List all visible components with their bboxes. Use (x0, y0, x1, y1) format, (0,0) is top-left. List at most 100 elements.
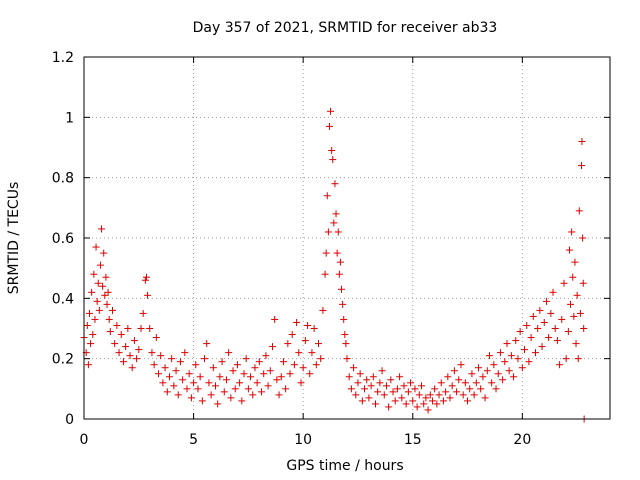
data-point (128, 364, 136, 372)
data-point (179, 376, 187, 384)
data-point (501, 358, 509, 366)
y-tick-label: 1 (65, 110, 74, 126)
data-point (518, 364, 526, 372)
data-point (222, 376, 230, 384)
data-point (214, 400, 222, 408)
data-point (361, 385, 369, 393)
data-point (558, 315, 566, 323)
data-point (391, 397, 399, 405)
data-point (568, 228, 576, 236)
data-point (203, 340, 211, 348)
data-point (354, 379, 362, 387)
data-point (564, 328, 572, 336)
data-point (115, 349, 123, 357)
data-point (571, 258, 579, 266)
data-point (181, 349, 189, 357)
data-point (225, 349, 233, 357)
data-point (329, 156, 337, 164)
data-point (113, 321, 121, 329)
data-point (573, 291, 581, 299)
data-points (80, 107, 588, 423)
data-point (249, 391, 257, 399)
data-point (198, 397, 206, 405)
data-point (342, 340, 350, 348)
data-point (350, 364, 358, 372)
data-point (551, 325, 559, 332)
data-point (426, 391, 434, 399)
data-point (144, 291, 152, 299)
data-point (545, 334, 553, 342)
data-point (521, 346, 529, 354)
data-point (461, 379, 469, 387)
data-point (103, 300, 111, 308)
data-point (483, 367, 491, 375)
data-point (148, 349, 156, 357)
data-point (455, 376, 463, 384)
y-tick-label: 0.6 (52, 231, 74, 247)
data-point (161, 364, 169, 372)
data-point (207, 391, 215, 399)
data-point (277, 373, 285, 381)
data-point (94, 279, 102, 287)
data-point (124, 325, 132, 332)
data-point (376, 379, 384, 387)
x-tick-label: 0 (80, 432, 89, 448)
data-point (323, 192, 331, 200)
data-point (424, 406, 432, 414)
data-point (459, 391, 467, 399)
x-tick-label: 20 (513, 432, 531, 448)
data-point (385, 403, 393, 411)
data-point (510, 373, 518, 381)
data-point (514, 355, 522, 363)
data-point (146, 325, 154, 332)
data-point (95, 306, 103, 314)
data-point (205, 379, 213, 387)
data-point (466, 385, 474, 393)
data-point (117, 331, 125, 339)
data-point (437, 379, 445, 387)
data-point (431, 385, 439, 393)
data-point (415, 391, 423, 399)
data-point (242, 355, 250, 363)
data-point (306, 370, 314, 378)
data-point (341, 331, 349, 339)
data-point (382, 382, 390, 390)
data-point (159, 379, 167, 387)
data-point (512, 337, 520, 345)
data-point (448, 382, 456, 390)
data-point (322, 249, 330, 257)
data-point (380, 391, 388, 399)
data-point (560, 279, 568, 287)
data-point (365, 394, 373, 402)
data-point (402, 400, 410, 408)
data-point (404, 388, 412, 396)
data-point (488, 379, 496, 387)
data-point (516, 328, 524, 336)
data-point (119, 358, 127, 366)
data-point (503, 340, 511, 348)
data-point (258, 388, 266, 396)
grid-lines (84, 57, 610, 419)
data-point (212, 382, 219, 390)
data-point (288, 331, 296, 339)
data-point (126, 352, 134, 360)
data-point (201, 355, 209, 363)
data-point (418, 382, 426, 390)
data-point (183, 385, 191, 393)
data-point (102, 273, 110, 281)
data-point (413, 403, 421, 411)
data-point (363, 376, 371, 384)
y-axis-label: SRMTID / TECUs (6, 182, 22, 295)
data-point (163, 388, 171, 396)
data-point (439, 397, 447, 405)
data-point (275, 391, 283, 399)
data-point (150, 361, 158, 369)
data-point (343, 355, 351, 363)
data-point (192, 361, 200, 369)
data-point (155, 370, 163, 378)
data-point (218, 358, 226, 366)
data-point (378, 367, 386, 375)
data-point (170, 382, 178, 390)
data-point (525, 358, 533, 366)
data-point (90, 270, 98, 278)
